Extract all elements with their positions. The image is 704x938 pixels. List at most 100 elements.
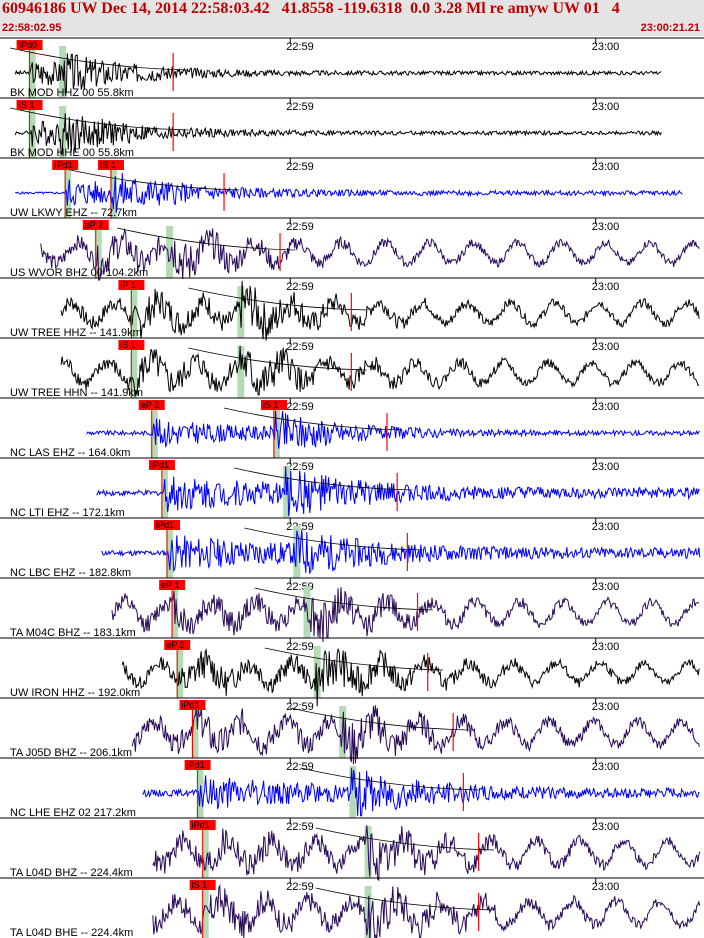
waveform xyxy=(86,410,700,449)
travel-time-curve xyxy=(244,527,423,551)
station-label: US WVOR BHZ 00 104.2km xyxy=(10,267,148,279)
pick-label: iPd1 xyxy=(181,700,199,710)
minute-tick-label: 22:59 xyxy=(286,461,314,473)
trace-row: 22:59 23:00 iS 1 UW TREE HHN -- 141.9km xyxy=(0,337,704,399)
pick-label: iPd1 xyxy=(192,820,210,830)
minute-tick-label: 23:00 xyxy=(592,461,620,473)
pick-label: eP 2 xyxy=(166,640,184,650)
pick-label: iPd1 xyxy=(187,760,205,770)
trace-row: 22:59 23:00 eP 2 UW IRON HHZ -- 192.0km xyxy=(0,637,704,707)
station-label: NC LHE EHZ 02 217.2km xyxy=(10,807,136,819)
station-label: UW TREE HHN -- 141.9km xyxy=(10,387,143,399)
s-window xyxy=(313,646,321,698)
p-window xyxy=(28,106,36,158)
pick-box xyxy=(16,40,43,50)
p-window xyxy=(150,406,158,458)
trace-row: 22:59 23:00 iS 1 TA L04D BHE -- 224.4km xyxy=(0,877,704,938)
waveform xyxy=(152,883,701,938)
s-window xyxy=(293,526,301,578)
trace-row: 22:59 23:00 IPd1 IS 1 UW LKWY EHZ -- 72.7km xyxy=(0,157,704,219)
minute-tick-label: 22:59 xyxy=(286,701,314,713)
minute-tick-label: 22:59 xyxy=(286,221,314,233)
pick-box xyxy=(16,100,43,110)
s-window xyxy=(237,346,245,398)
pick-label: eP 2 xyxy=(85,220,103,230)
travel-time-curve xyxy=(315,887,494,911)
p-window xyxy=(28,46,36,98)
pick-label: iS 1 xyxy=(263,400,279,410)
travel-time-curve xyxy=(188,347,367,371)
waveform xyxy=(14,53,662,95)
pick-label: IS 1 xyxy=(100,160,116,170)
pick-label: IPd1 xyxy=(54,160,73,170)
waveform xyxy=(60,280,700,341)
pick-label: iS 1 xyxy=(120,340,136,350)
trace-row: 22:59 23:00 iPd1 NC LHE EHZ 02 217.2km xyxy=(0,757,704,819)
minute-tick-label: 23:00 xyxy=(592,641,620,653)
pick-box xyxy=(164,640,191,650)
pick-box xyxy=(189,880,216,890)
pick-label: iPd1 xyxy=(156,520,174,530)
travel-time-curve xyxy=(254,587,433,611)
minute-tick-label: 22:59 xyxy=(286,41,314,53)
pick-label: iPd1 xyxy=(151,460,169,470)
station-label: NC LAS EHZ -- 164.0km xyxy=(10,447,130,459)
pick-box xyxy=(184,760,211,770)
s-window xyxy=(59,106,67,158)
s-window xyxy=(349,766,357,818)
minute-tick-label: 23:00 xyxy=(592,701,620,713)
trace-row: 22:59 23:00 iPd1 TA L04D BHZ -- 224.4km xyxy=(0,817,704,882)
header-bar: 60946186 UW Dec 14, 2014 22:58:03.42 41.… xyxy=(0,0,704,36)
station-label: TA J05D BHZ -- 206.1km xyxy=(10,747,132,759)
waveform xyxy=(40,227,700,281)
minute-tick-label: 23:00 xyxy=(592,401,620,413)
waveform xyxy=(60,345,700,397)
p-window xyxy=(201,826,209,878)
pick-label: IS 1 xyxy=(19,100,35,110)
waveform xyxy=(152,825,701,882)
pick-label: eP 1 xyxy=(161,580,179,590)
waveform xyxy=(14,113,662,156)
pick-box xyxy=(189,820,216,830)
pick-box xyxy=(52,160,79,170)
pick-label: iS 1 xyxy=(192,880,208,890)
travel-time-curve xyxy=(10,47,189,71)
p-window xyxy=(130,346,138,398)
minute-tick-label: 23:00 xyxy=(592,581,620,593)
pick-box xyxy=(154,520,181,530)
waveform xyxy=(96,466,700,517)
station-label: TA L04D BHE -- 224.4km xyxy=(10,927,133,938)
p-window xyxy=(64,166,72,218)
p-window xyxy=(166,526,174,578)
minute-tick-label: 23:00 xyxy=(592,761,620,773)
pick-box xyxy=(260,400,287,410)
s-window xyxy=(272,406,280,458)
minute-tick-label: 22:59 xyxy=(286,341,314,353)
minute-tick-label: 22:59 xyxy=(286,161,314,173)
pick-box xyxy=(159,580,186,590)
p-window xyxy=(160,466,168,518)
event-title: 60946186 UW Dec 14, 2014 22:58:03.42 41.… xyxy=(2,0,620,17)
travel-time-curve xyxy=(234,467,413,491)
minute-tick-label: 22:59 xyxy=(286,401,314,413)
station-label: TA L04D BHZ -- 224.4km xyxy=(10,867,133,879)
travel-time-curve xyxy=(188,287,367,311)
pick-box xyxy=(138,400,165,410)
pick-box xyxy=(118,280,145,290)
station-label: NC LBC EHZ -- 182.8km xyxy=(10,567,131,579)
pick-box xyxy=(179,700,206,710)
trace-row: 22:59 23:00 iPd1 NC LTI EHZ -- 172.1km xyxy=(0,457,704,519)
trace-row: 22:59 23:00 eP 2 iS 1 NC LAS EHZ -- 164.0km xyxy=(0,397,704,459)
travel-time-curve xyxy=(117,227,296,251)
p-window xyxy=(201,886,209,938)
trace-row: 22:59 23:00 iP 1 UW TREE HHZ -- 141.9km xyxy=(0,277,704,341)
minute-tick-label: 23:00 xyxy=(592,221,620,233)
pick-box xyxy=(98,160,125,170)
station-label: UW IRON HHZ -- 192.0km xyxy=(10,687,140,699)
s-window xyxy=(110,166,118,218)
waveform xyxy=(101,529,701,575)
travel-time-curve xyxy=(10,107,189,131)
trace-row: 22:59 23:00 IS 1 BK MOD HHE 00 55.8km xyxy=(0,97,704,159)
